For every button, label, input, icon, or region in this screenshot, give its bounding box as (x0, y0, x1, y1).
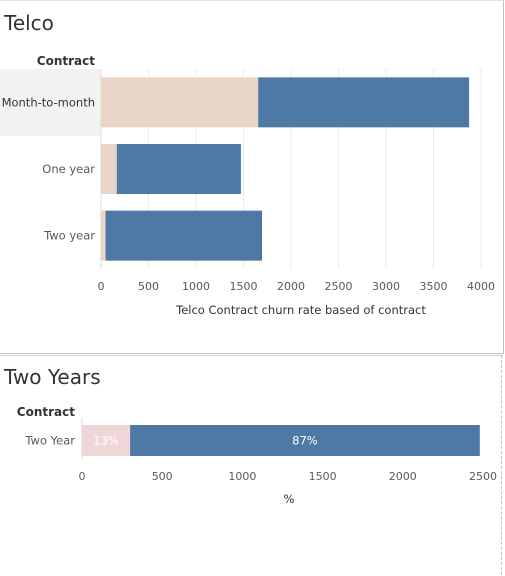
category-label: Two year (43, 229, 95, 243)
x-tick-label: 1000 (182, 280, 210, 293)
telco-contract-chart: Contract Month-to-month One year Two year 0 5… (0, 54, 495, 317)
x-tick-label: 3500 (420, 280, 448, 293)
x-tick-label: 0 (98, 280, 105, 293)
x-tick-label: 3000 (372, 280, 400, 293)
x-tick-label: 1000 (228, 470, 256, 483)
bar-churned (101, 77, 259, 128)
row-header-label: Contract (17, 405, 75, 419)
panel-title: Telco (4, 11, 54, 35)
x-tick-label: 2000 (277, 280, 305, 293)
category-label: One year (42, 162, 95, 176)
data-label: 87% (292, 434, 318, 448)
bar-churned (101, 144, 117, 194)
x-tick-label: 2500 (325, 280, 353, 293)
category-label: Month-to-month (2, 95, 95, 109)
x-tick-label: 500 (138, 280, 159, 293)
dashboard-divider (501, 355, 502, 575)
x-tick-label: 1500 (309, 470, 337, 483)
row-header-label: Contract (37, 54, 95, 68)
x-tick-label: 2500 (469, 470, 497, 483)
x-axis-title: Telco Contract churn rate based of contr… (175, 303, 426, 317)
x-tick-label: 4000 (467, 280, 495, 293)
panel-title: Two Years (4, 365, 101, 389)
x-axis-title: % (284, 492, 295, 506)
bar-churned (82, 425, 131, 456)
bar-not_churned (116, 144, 241, 194)
category-label: Two Year (24, 434, 75, 448)
two-years-chart: Contract 13% 87% Two Year 0 500 1000 1500 2000 25… (17, 405, 497, 506)
x-tick-label: 0 (79, 470, 86, 483)
x-tick-label: 2000 (389, 470, 417, 483)
telco-panel: Telco Contract Month-to-month One year Two … (0, 0, 504, 354)
x-tick-label: 500 (152, 470, 173, 483)
bar-churned (101, 210, 106, 261)
row-highlight (0, 69, 101, 136)
data-label: 13% (93, 434, 119, 448)
two-years-panel: Two Years Contract 13% 87% Two Year 0 500 1000… (0, 355, 503, 576)
bar-not_churned (130, 425, 480, 456)
bar-not_churned (258, 77, 470, 128)
x-tick-label: 1500 (230, 280, 258, 293)
bar-not_churned (105, 210, 263, 261)
